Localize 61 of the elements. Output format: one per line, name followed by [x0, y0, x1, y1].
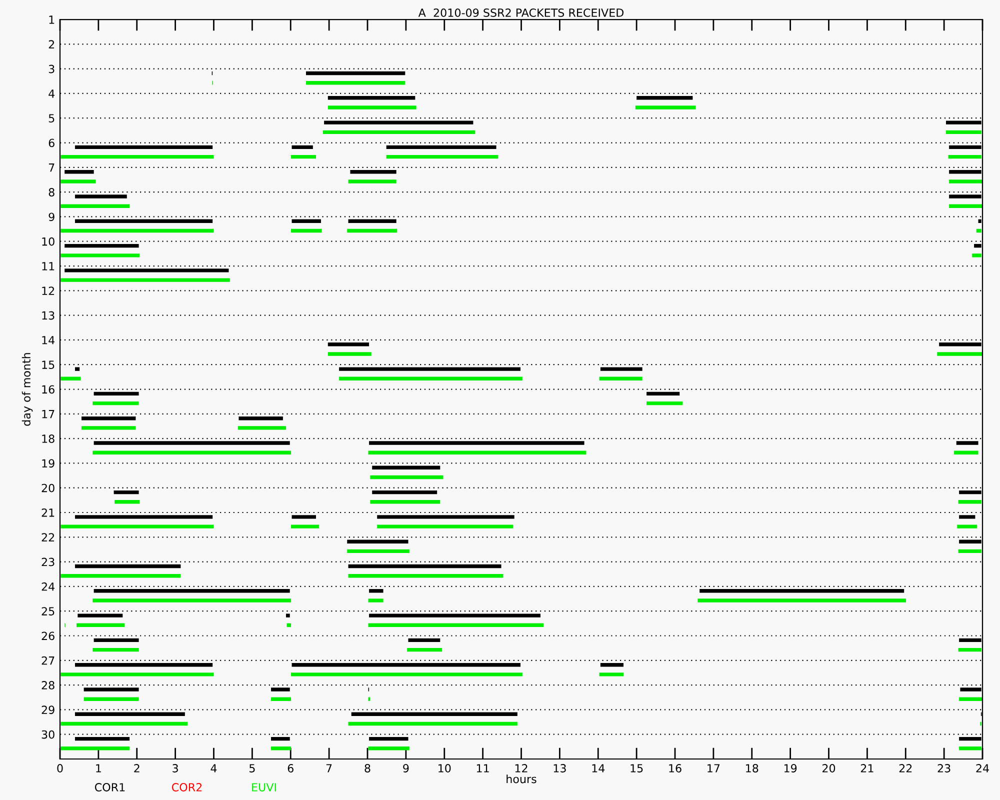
y-tick-label: 9 [48, 212, 54, 222]
x-tick-label: 6 [288, 764, 294, 772]
y-tick-label: 21 [42, 508, 54, 517]
x-tick-label: 24 [976, 764, 989, 772]
chart-title: A 2010-09 SSR2 PACKETS RECEIVED [418, 8, 624, 17]
x-tick-label: 0 [57, 764, 63, 772]
text: COR1 [94, 783, 125, 792]
x-tick-label: 4 [210, 764, 217, 772]
x-tick-label: 11 [476, 764, 489, 772]
x-tick-label: 3 [172, 764, 178, 772]
y-tick-label: 29 [42, 706, 54, 714]
y-tick-label: 4 [48, 90, 55, 98]
x-tick-label: 18 [746, 764, 758, 772]
y-tick-label: 8 [48, 188, 54, 196]
y-tick-label: 23 [42, 558, 54, 566]
x-tick-label: 1 [96, 764, 101, 772]
x-tick-label: 20 [822, 764, 836, 772]
y-tick-label: 28 [42, 681, 54, 690]
y-tick-label: 18 [42, 434, 54, 443]
y-tick-label: 30 [42, 730, 54, 739]
y-tick-label: 17 [42, 410, 54, 418]
x-tick-label: 9 [403, 764, 409, 772]
y-tick-label: 19 [42, 459, 54, 468]
x-tick-label: 19 [784, 764, 797, 772]
x-tick-label: 17 [708, 764, 720, 772]
y-tick-label: 26 [42, 632, 54, 640]
y-tick-label: 14 [42, 336, 55, 344]
y-tick-label: 1 [49, 16, 54, 24]
x-tick-label: 12 [515, 764, 528, 772]
x-tick-label: 16 [669, 764, 682, 772]
y-tick-label: 20 [42, 484, 54, 492]
x-tick-label: 10 [438, 764, 451, 772]
y-tick-label: 15 [42, 360, 54, 369]
y-tick-label: 13 [42, 311, 54, 320]
text: EUVI [252, 783, 276, 792]
y-tick-label: 2 [48, 40, 54, 48]
y-tick-label: 25 [42, 607, 54, 616]
y-tick-label: 3 [48, 64, 54, 74]
x-tick-label: 15 [630, 764, 643, 772]
y-tick-label: 27 [42, 656, 54, 665]
y-tick-label: 22 [42, 533, 54, 542]
legend-label: COR2 [172, 783, 202, 792]
y-tick-label: 11 [42, 262, 54, 270]
y-tick-label: 16 [42, 385, 54, 394]
x-tick-label: 8 [364, 764, 370, 772]
x-tick-label: 13 [554, 764, 566, 772]
y-axis-title: day of month [22, 353, 33, 426]
y-tick-label: 24 [42, 582, 55, 591]
x-axis-title: hours [506, 774, 536, 784]
x-tick-label: 5 [250, 764, 255, 772]
y-tick-label: 6 [48, 138, 54, 148]
x-tick-label: 7 [326, 764, 332, 772]
x-tick-label: 2 [134, 764, 140, 772]
x-tick-label: 23 [938, 764, 950, 772]
y-tick-label: 12 [42, 286, 54, 295]
y-tick-label: 7 [48, 164, 54, 172]
x-tick-label: 22 [899, 764, 912, 772]
y-tick-label: 10 [42, 237, 54, 246]
y-tick-label: 5 [48, 114, 54, 122]
x-tick-label: 14 [592, 764, 605, 772]
x-tick-label: 21 [860, 764, 874, 772]
